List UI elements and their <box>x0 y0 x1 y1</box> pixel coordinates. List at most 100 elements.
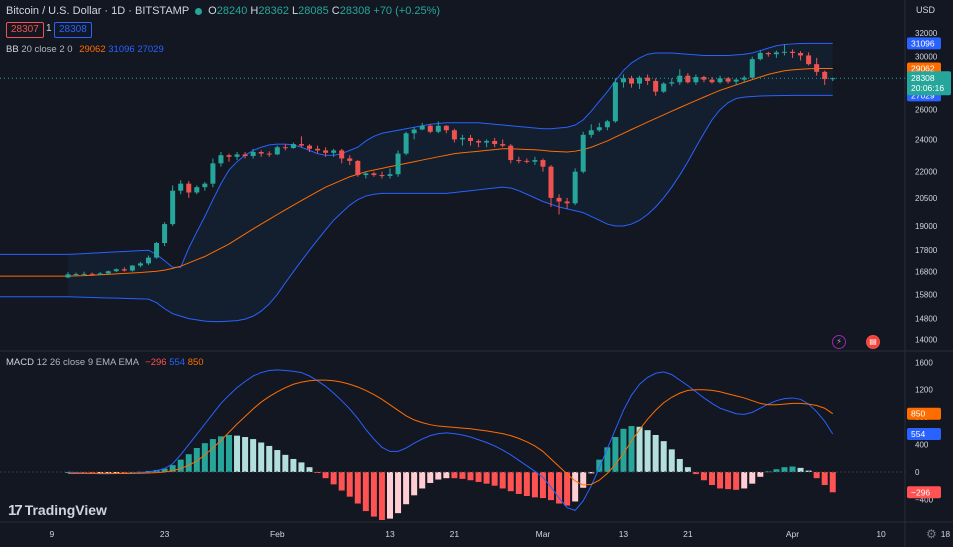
candle-body <box>709 79 715 83</box>
macd-histogram-bar <box>177 459 184 472</box>
candle-body <box>339 150 345 159</box>
sell-price-button[interactable]: 28307 <box>6 22 44 38</box>
macd-histogram-bar <box>548 472 554 501</box>
macd-histogram-bar <box>491 472 498 486</box>
macd-histogram-bar <box>362 472 369 512</box>
macd-histogram-bar <box>419 472 426 489</box>
price-axis-tick: 14800 <box>915 315 938 324</box>
candle-body <box>451 130 457 140</box>
macd-histogram-bar <box>684 467 691 472</box>
close-label: C <box>331 5 340 17</box>
macd-histogram-bar <box>725 472 732 490</box>
macd-histogram-bar <box>572 472 579 502</box>
macd-legend[interactable]: MACD 12 26 close 9 EMA EMA −296 554 850 <box>6 357 204 368</box>
low-label: L <box>292 5 299 17</box>
macd-axis-tick: 0 <box>915 468 920 477</box>
macd-signal-tag-bg <box>907 407 941 420</box>
candle-body <box>733 79 739 82</box>
macd-histogram-bar <box>757 472 764 477</box>
candle-body <box>548 166 554 198</box>
candle-body <box>355 160 361 176</box>
macd-histogram-bar <box>161 468 168 472</box>
candle-body <box>725 78 731 82</box>
candle-body <box>73 274 79 276</box>
candle-body <box>250 151 256 157</box>
macd-histogram-bar <box>749 472 756 484</box>
macd-histogram-bar <box>193 448 200 472</box>
macd-params: 12 26 close 9 EMA EMA <box>36 357 139 368</box>
macd-histogram-bar <box>628 426 635 472</box>
candle-body <box>178 183 184 191</box>
time-axis-tick: Mar <box>536 529 551 539</box>
candle-body <box>371 173 377 176</box>
macd-histogram-bar <box>250 439 257 472</box>
spread-value: 1 <box>46 23 52 34</box>
candle-body <box>798 53 804 56</box>
change-value: +70 (+0.25%) <box>373 5 441 17</box>
candle-body <box>508 145 514 161</box>
candle-body <box>347 158 353 161</box>
close-value: 28308 <box>339 5 371 17</box>
candle-body <box>97 273 103 275</box>
time-axis-tick: 21 <box>450 529 460 539</box>
macd-histogram-bar <box>346 472 353 497</box>
macd-signal-tag-text: 850 <box>911 409 925 419</box>
macd-histogram-bar <box>451 472 458 479</box>
bb-lower-value: 27029 <box>137 44 164 55</box>
macd-histogram-bar <box>531 472 538 498</box>
macd-histogram-bar <box>201 443 208 472</box>
bb-upper-tag-text: 31096 <box>911 38 935 48</box>
low-value: 28085 <box>298 5 329 17</box>
candle-body <box>137 263 143 266</box>
macd-histogram-bar <box>717 472 724 489</box>
lightning-event-icon[interactable]: ⚡ <box>832 335 846 349</box>
macd-histogram-bar <box>797 467 804 472</box>
bb-params: 20 close 2 0 <box>21 44 73 55</box>
buy-price-button[interactable]: 28308 <box>54 22 92 38</box>
bb-upper-line <box>67 42 833 268</box>
macd-histogram-bar <box>274 450 281 472</box>
price-axis-tick: 30000 <box>915 53 938 62</box>
bb-basis-value: 29062 <box>79 44 106 55</box>
candle-body <box>395 153 401 175</box>
candle-body <box>194 187 200 193</box>
price-axis-tick: 14000 <box>915 335 938 344</box>
candle-body <box>89 273 95 275</box>
settings-gear-icon[interactable]: ⚙ <box>926 527 937 541</box>
macd-histogram-bar <box>652 434 659 472</box>
candle-body <box>443 125 449 131</box>
candle-body <box>629 78 634 84</box>
macd-histogram-bar <box>258 442 265 472</box>
macd-histogram-bar <box>403 472 410 505</box>
time-axis-tick: 10 <box>876 529 886 539</box>
macd-histogram-bar <box>370 472 377 517</box>
candle-body <box>773 52 779 55</box>
macd-histogram-bar <box>596 459 603 472</box>
time-axis-tick: 21 <box>683 529 693 539</box>
bb-legend[interactable]: BB 20 close 2 0 29062 31096 27029 <box>6 44 164 55</box>
macd-histogram-bar <box>523 472 530 496</box>
macd-histogram-bar <box>435 472 442 480</box>
macd-histogram-bar <box>395 472 402 514</box>
candle-body <box>677 75 683 83</box>
symbol-title[interactable]: Bitcoin / U.S. Dollar · 1D · BITSTAMP <box>6 5 190 17</box>
candle-body <box>516 160 522 162</box>
tradingview-logo[interactable]: 17 TradingView <box>8 502 107 519</box>
price-axis-tick: 20500 <box>915 194 938 203</box>
macd-hist-value: −296 <box>145 357 167 368</box>
bb-lower-tag-text: 27029 <box>911 90 935 100</box>
macd-tag-text: 554 <box>911 429 925 439</box>
macd-histogram-bar <box>781 467 788 472</box>
candle-body <box>645 77 651 81</box>
candle-body <box>484 140 490 143</box>
open-value: 28240 <box>216 5 248 17</box>
price-axis-tick: 19000 <box>915 222 938 231</box>
candle-body <box>419 125 425 130</box>
currency-label[interactable]: USD <box>916 5 936 15</box>
candle-body <box>411 129 417 134</box>
macd-histogram-bar <box>692 472 699 475</box>
us-flag-event-icon[interactable]: ▤ <box>866 335 880 349</box>
macd-line <box>67 369 834 511</box>
candle-body <box>806 55 812 65</box>
